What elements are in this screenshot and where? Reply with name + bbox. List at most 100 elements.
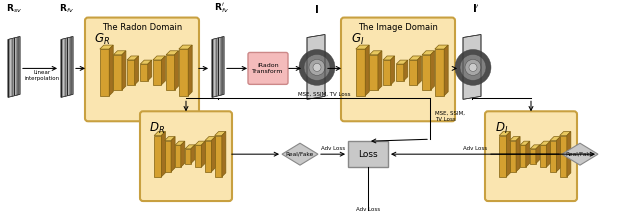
Polygon shape (66, 38, 67, 96)
Polygon shape (161, 132, 165, 177)
Polygon shape (222, 132, 226, 177)
Polygon shape (540, 141, 550, 145)
Polygon shape (180, 141, 185, 167)
Polygon shape (8, 39, 9, 97)
Polygon shape (369, 55, 378, 90)
Polygon shape (109, 45, 113, 96)
Polygon shape (205, 137, 216, 141)
Text: $\mathbf{R}_{fv}$: $\mathbf{R}_{fv}$ (60, 2, 74, 15)
Polygon shape (113, 55, 122, 90)
Polygon shape (530, 145, 540, 149)
Polygon shape (67, 38, 68, 96)
Polygon shape (536, 145, 540, 164)
Polygon shape (526, 141, 530, 167)
Polygon shape (396, 64, 404, 81)
Polygon shape (100, 49, 109, 96)
Polygon shape (307, 35, 325, 99)
Polygon shape (556, 137, 561, 172)
Polygon shape (282, 143, 318, 165)
Polygon shape (220, 37, 221, 95)
Polygon shape (214, 135, 222, 177)
Polygon shape (15, 37, 17, 95)
Text: $G_R$: $G_R$ (94, 32, 110, 47)
Polygon shape (140, 64, 148, 81)
Polygon shape (61, 39, 62, 97)
Polygon shape (559, 132, 571, 135)
Polygon shape (356, 49, 365, 96)
Polygon shape (154, 135, 161, 177)
Text: $D_R$: $D_R$ (149, 121, 165, 136)
Polygon shape (383, 56, 395, 60)
Polygon shape (509, 141, 516, 172)
Polygon shape (164, 141, 171, 172)
Circle shape (304, 54, 330, 80)
Polygon shape (17, 37, 18, 95)
Polygon shape (68, 37, 69, 95)
Polygon shape (567, 132, 571, 177)
Polygon shape (409, 56, 421, 60)
Polygon shape (14, 38, 15, 96)
Polygon shape (547, 141, 550, 167)
Polygon shape (396, 60, 408, 64)
Polygon shape (191, 145, 195, 164)
Polygon shape (61, 37, 73, 97)
Polygon shape (154, 132, 165, 135)
Polygon shape (153, 56, 165, 60)
Polygon shape (166, 51, 179, 55)
Polygon shape (10, 39, 12, 97)
Text: Adv Loss: Adv Loss (321, 146, 345, 151)
Polygon shape (18, 37, 19, 95)
Polygon shape (417, 56, 421, 85)
Polygon shape (435, 49, 444, 96)
Polygon shape (188, 45, 192, 96)
Polygon shape (444, 45, 448, 96)
Polygon shape (122, 51, 126, 90)
Polygon shape (100, 45, 113, 49)
Circle shape (460, 54, 486, 80)
Polygon shape (72, 37, 73, 95)
Polygon shape (153, 60, 161, 85)
Polygon shape (205, 141, 211, 172)
Polygon shape (365, 45, 369, 96)
Polygon shape (499, 132, 510, 135)
Polygon shape (69, 37, 70, 95)
Polygon shape (540, 145, 547, 167)
Polygon shape (404, 60, 408, 81)
Text: Adv Loss: Adv Loss (356, 207, 380, 212)
Circle shape (469, 64, 477, 71)
Polygon shape (127, 60, 134, 85)
Polygon shape (127, 56, 139, 60)
Polygon shape (550, 137, 561, 141)
FancyBboxPatch shape (248, 52, 288, 84)
Polygon shape (212, 39, 213, 97)
Polygon shape (422, 51, 435, 55)
Polygon shape (390, 56, 395, 85)
Text: $D_I$: $D_I$ (495, 121, 509, 136)
Polygon shape (562, 143, 598, 165)
Circle shape (309, 59, 325, 75)
Polygon shape (63, 39, 65, 97)
Polygon shape (140, 60, 152, 64)
Text: Linear
interpolation: Linear interpolation (24, 70, 60, 81)
Polygon shape (221, 37, 223, 95)
Text: MSE, SSIM, TV Loss: MSE, SSIM, TV Loss (298, 91, 350, 96)
Circle shape (465, 59, 481, 75)
Polygon shape (12, 38, 13, 96)
Polygon shape (211, 137, 216, 172)
FancyBboxPatch shape (85, 17, 199, 121)
Polygon shape (171, 137, 175, 172)
Polygon shape (383, 60, 390, 85)
Text: Real/Fake: Real/Fake (286, 152, 314, 157)
Polygon shape (175, 141, 185, 145)
Polygon shape (516, 137, 520, 172)
Text: MSE, SSIM,
TV Loss: MSE, SSIM, TV Loss (435, 111, 465, 122)
Polygon shape (499, 135, 506, 177)
Text: $\mathbf{I}$: $\mathbf{I}$ (314, 3, 319, 15)
Polygon shape (8, 37, 20, 97)
Polygon shape (175, 145, 180, 167)
Circle shape (313, 64, 321, 71)
Polygon shape (113, 51, 126, 55)
Polygon shape (65, 38, 66, 96)
Polygon shape (219, 37, 220, 95)
Polygon shape (422, 55, 431, 90)
